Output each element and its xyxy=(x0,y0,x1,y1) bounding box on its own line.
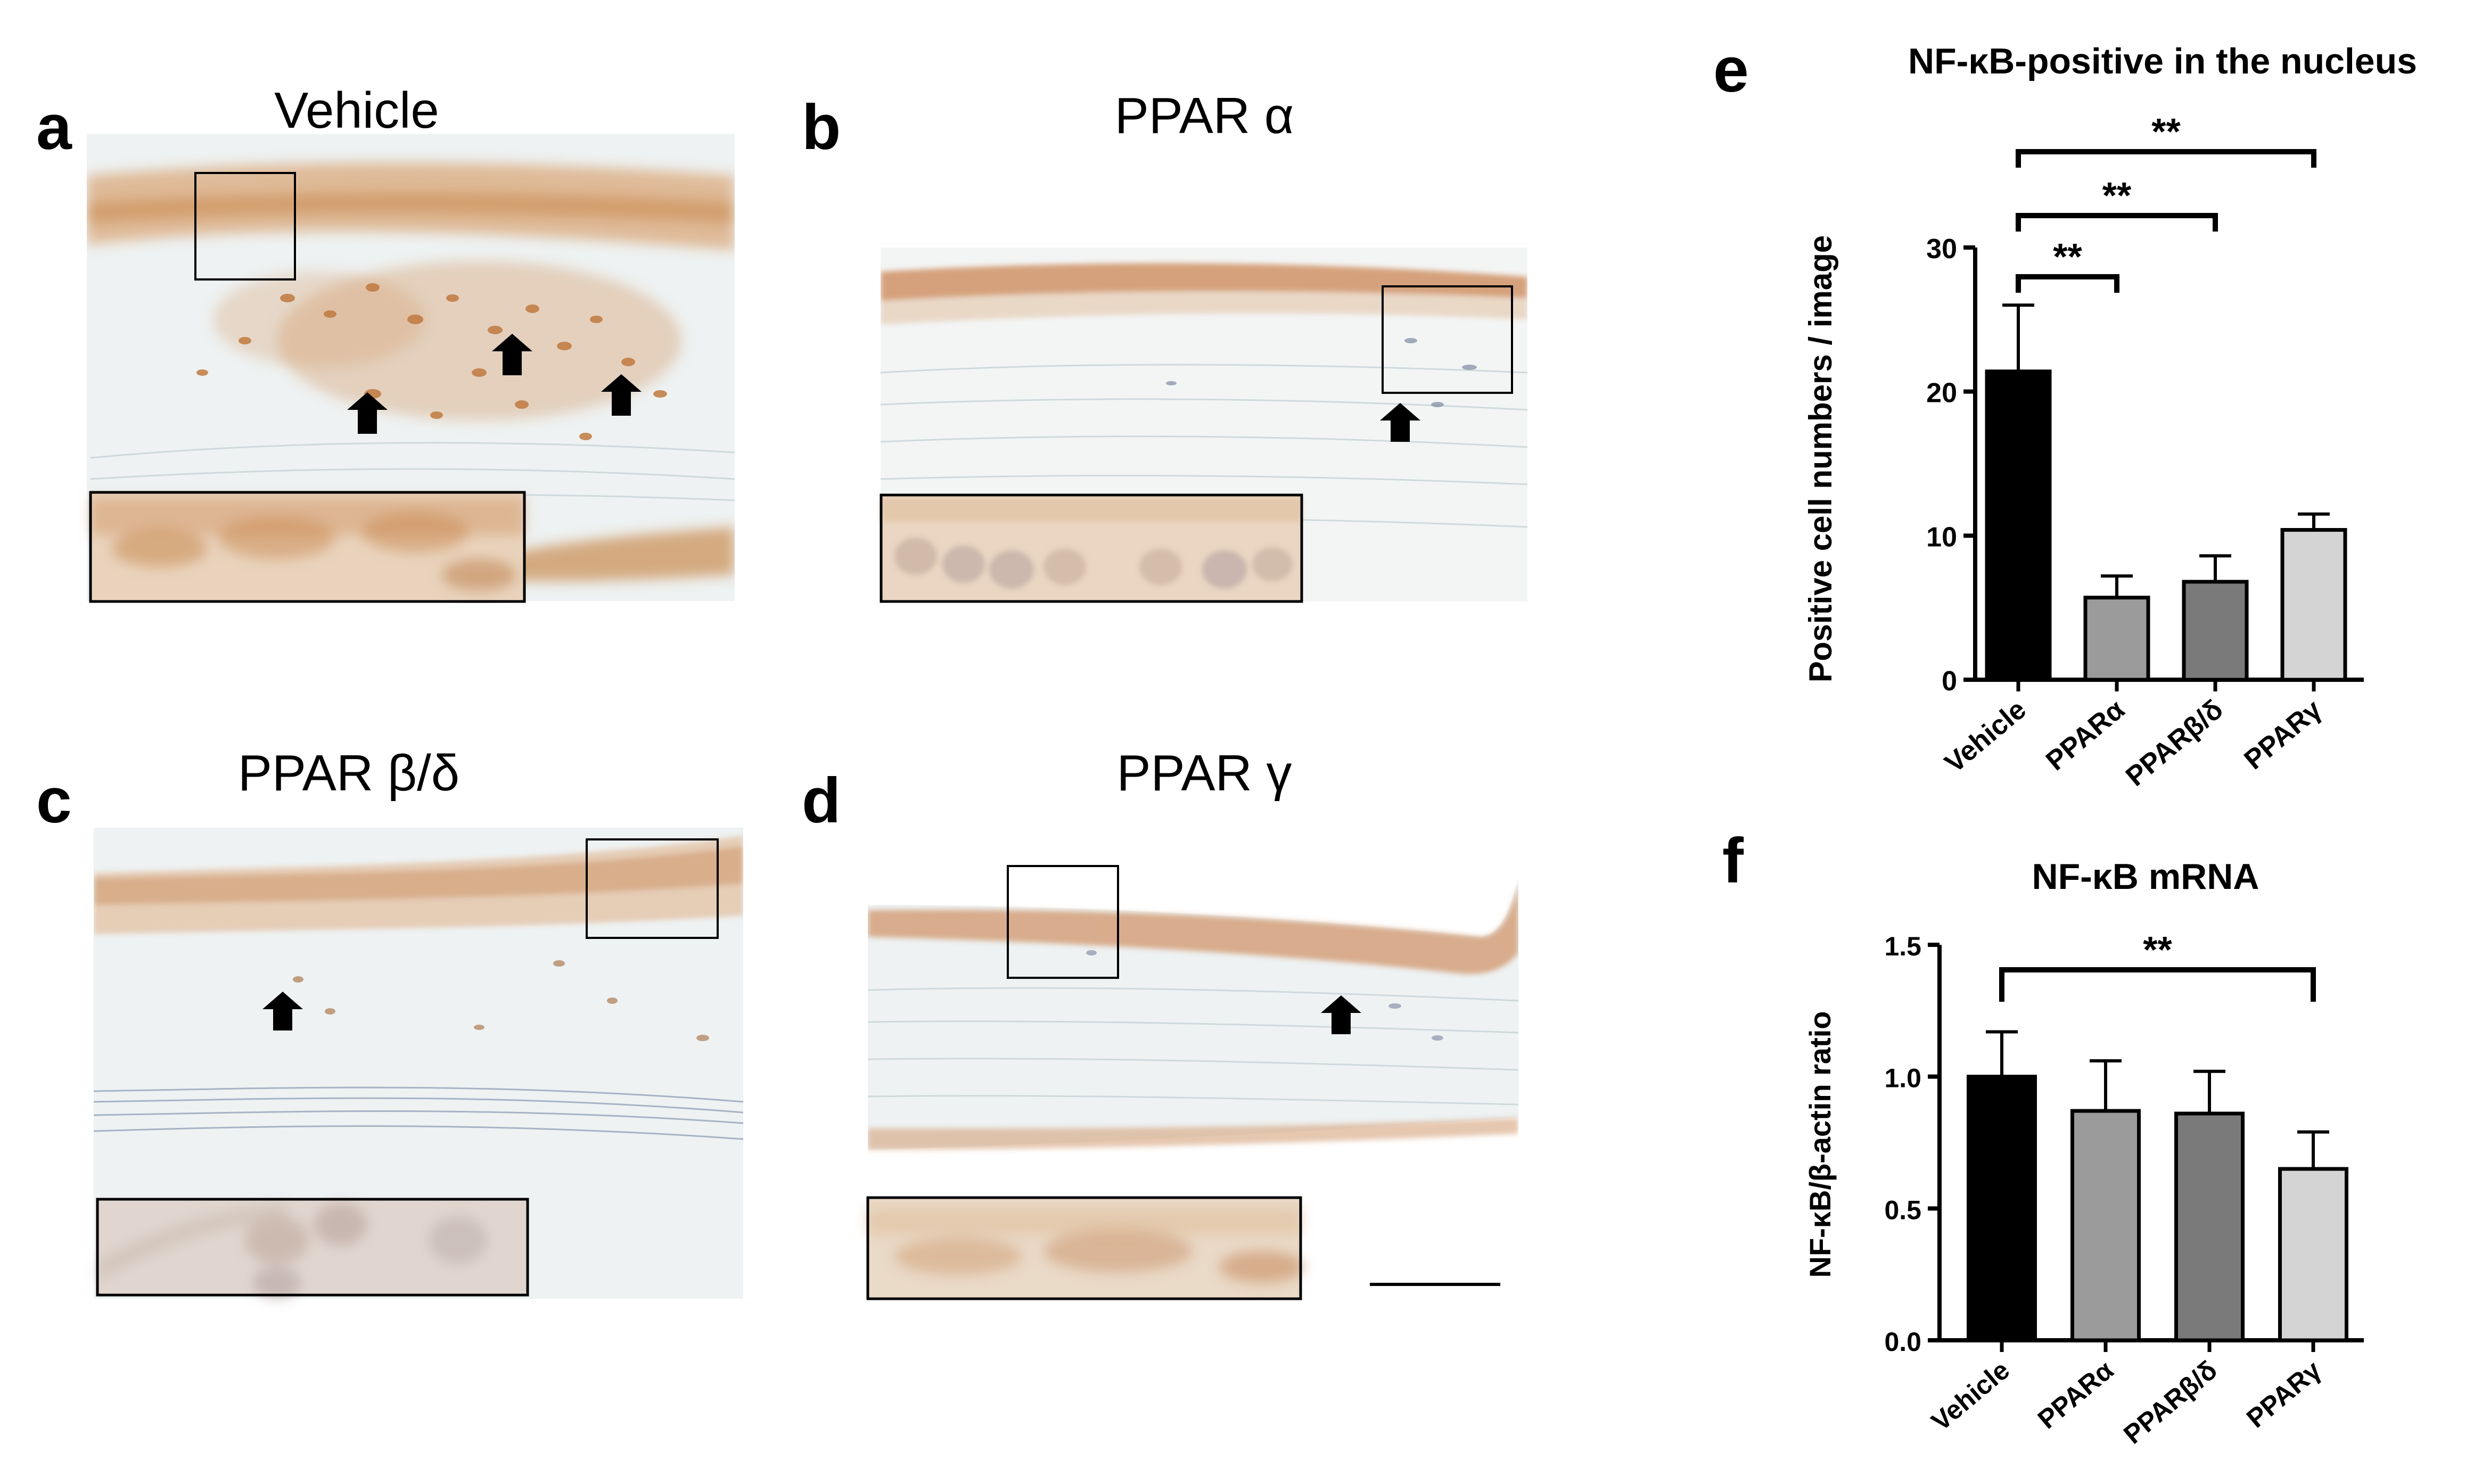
significance-label: ** xyxy=(2102,175,2132,216)
panel-title-b: PPAR α xyxy=(1115,87,1294,144)
x-tick-label: PPARβ/δ xyxy=(2118,1355,2223,1450)
arrow-icon xyxy=(1321,995,1361,1034)
significance-label: ** xyxy=(2053,236,2082,277)
y-tick-label: 0.0 xyxy=(1884,1327,1921,1357)
x-tick-label: PPARγ xyxy=(2239,694,2328,776)
x-tick-label: PPARα xyxy=(2040,694,2131,777)
bar-PPARγ xyxy=(2278,1167,2348,1342)
y-tick-label: 1.0 xyxy=(1884,1063,1921,1093)
significance-bracket xyxy=(2016,274,2119,293)
panel-letter-e: e xyxy=(1713,34,1749,105)
panel-e: e NF-κB-positive in the nucleus Positive… xyxy=(1713,34,2417,793)
panel-title-d: PPAR γ xyxy=(1117,745,1292,802)
y-tick-label: 0.5 xyxy=(1884,1195,1921,1225)
significance-label: ** xyxy=(2151,111,2181,152)
significance-label: ** xyxy=(2143,929,2172,970)
panel-c: c PPAR β/δ xyxy=(36,745,743,1299)
panel-d: d PPAR γ xyxy=(802,745,1518,1306)
panel-f: f NF-κB mRNA NF-κB/β-actin ratio 0.0 0.5 1… xyxy=(1722,825,2364,1449)
roi-box-c xyxy=(586,838,719,939)
inset-b xyxy=(880,493,1303,603)
chart-title-f: NF-κB mRNA xyxy=(2032,856,2259,897)
x-tick-label: PPARα xyxy=(2032,1355,2119,1434)
bar-PPARα xyxy=(2070,1109,2141,1342)
y-tick-label: 10 xyxy=(1926,522,1957,553)
bar-PPARβ/δ xyxy=(2174,1111,2245,1342)
y-axis-label-e: Positive cell numbers / image xyxy=(1803,235,1838,682)
panel-title-a: Vehicle xyxy=(274,82,439,139)
inset-a xyxy=(89,491,526,603)
bar-PPARα xyxy=(2083,596,2150,682)
inset-c xyxy=(96,1198,529,1299)
y-tick-label: 30 xyxy=(1926,234,1957,265)
x-tick-label: Vehicle xyxy=(1939,694,2032,779)
panel-letter-a: a xyxy=(36,92,72,163)
x-tick-label: PPARγ xyxy=(2241,1355,2327,1433)
x-tick-label: Vehicle xyxy=(1926,1355,2015,1437)
panel-letter-d: d xyxy=(802,765,841,836)
panel-title-c: PPAR β/δ xyxy=(238,745,459,802)
significance-bracket xyxy=(1999,967,2316,1002)
panel-b: b PPAR α xyxy=(802,87,1527,603)
y-tick-label: 0 xyxy=(1942,666,1957,697)
y-tick-label: 20 xyxy=(1926,378,1957,409)
panel-letter-c: c xyxy=(36,765,72,836)
roi-box-d xyxy=(1007,865,1119,979)
x-tick-label: PPARβ/δ xyxy=(2120,694,2229,793)
roi-box-b xyxy=(1382,285,1513,394)
bar-Vehicle xyxy=(1985,369,2052,682)
panel-letter-f: f xyxy=(1722,825,1744,896)
panel-letter-b: b xyxy=(802,92,841,163)
roi-box-a xyxy=(194,172,296,281)
inset-d xyxy=(866,1196,1304,1300)
arrow-icon xyxy=(1380,403,1420,442)
bar-PPARβ/δ xyxy=(2182,580,2249,682)
y-tick-label: 1.5 xyxy=(1884,931,1921,961)
bar-Vehicle xyxy=(1967,1075,2037,1342)
chart-title-e: NF-κB-positive in the nucleus xyxy=(1908,41,2417,81)
significance-bracket xyxy=(2016,213,2218,232)
panel-a: a Vehicle xyxy=(36,82,735,603)
bar-PPARγ xyxy=(2280,528,2347,682)
significance-bracket xyxy=(2016,149,2316,168)
y-axis-label-f: NF-κB/β-actin ratio xyxy=(1803,1011,1837,1278)
arrow-icon xyxy=(262,992,303,1030)
arrow-icon xyxy=(347,334,642,434)
